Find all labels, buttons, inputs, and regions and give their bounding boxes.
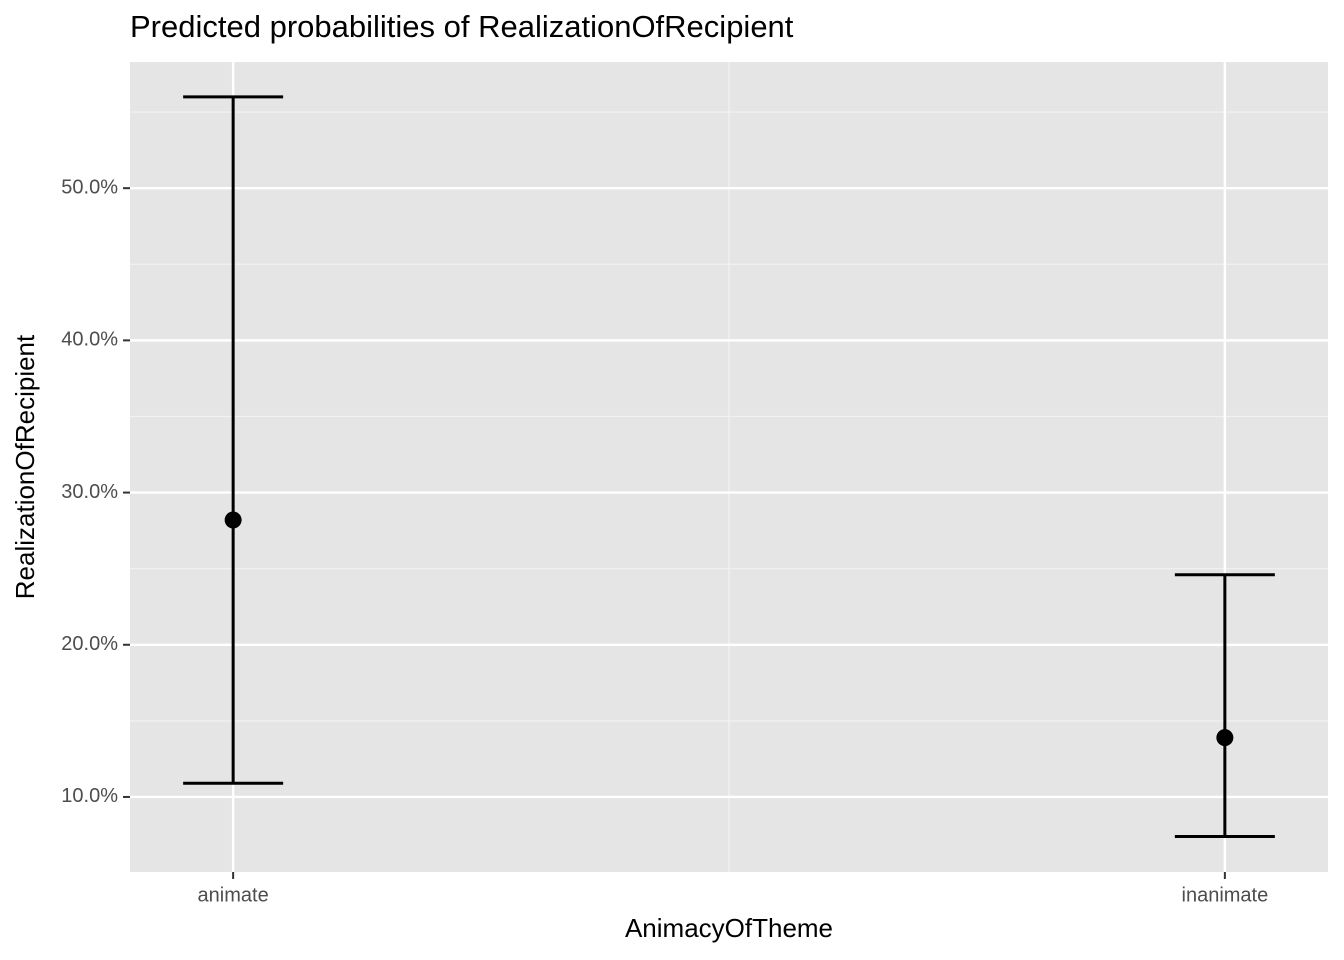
x-axis-title: AnimacyOfTheme xyxy=(625,913,833,943)
y-tick-label: 20.0% xyxy=(61,633,118,655)
x-tick-label: inanimate xyxy=(1182,884,1269,906)
chart-title: Predicted probabilities of RealizationOf… xyxy=(130,9,794,44)
y-tick-label: 50.0% xyxy=(61,176,118,198)
point xyxy=(224,511,242,529)
point xyxy=(1216,729,1234,747)
x-tick-label: animate xyxy=(198,884,269,906)
y-tick-label: 10.0% xyxy=(61,785,118,807)
y-tick-label: 40.0% xyxy=(61,329,118,351)
y-tick-label: 30.0% xyxy=(61,481,118,503)
y-axis-title: RealizationOfRecipient xyxy=(10,334,40,599)
